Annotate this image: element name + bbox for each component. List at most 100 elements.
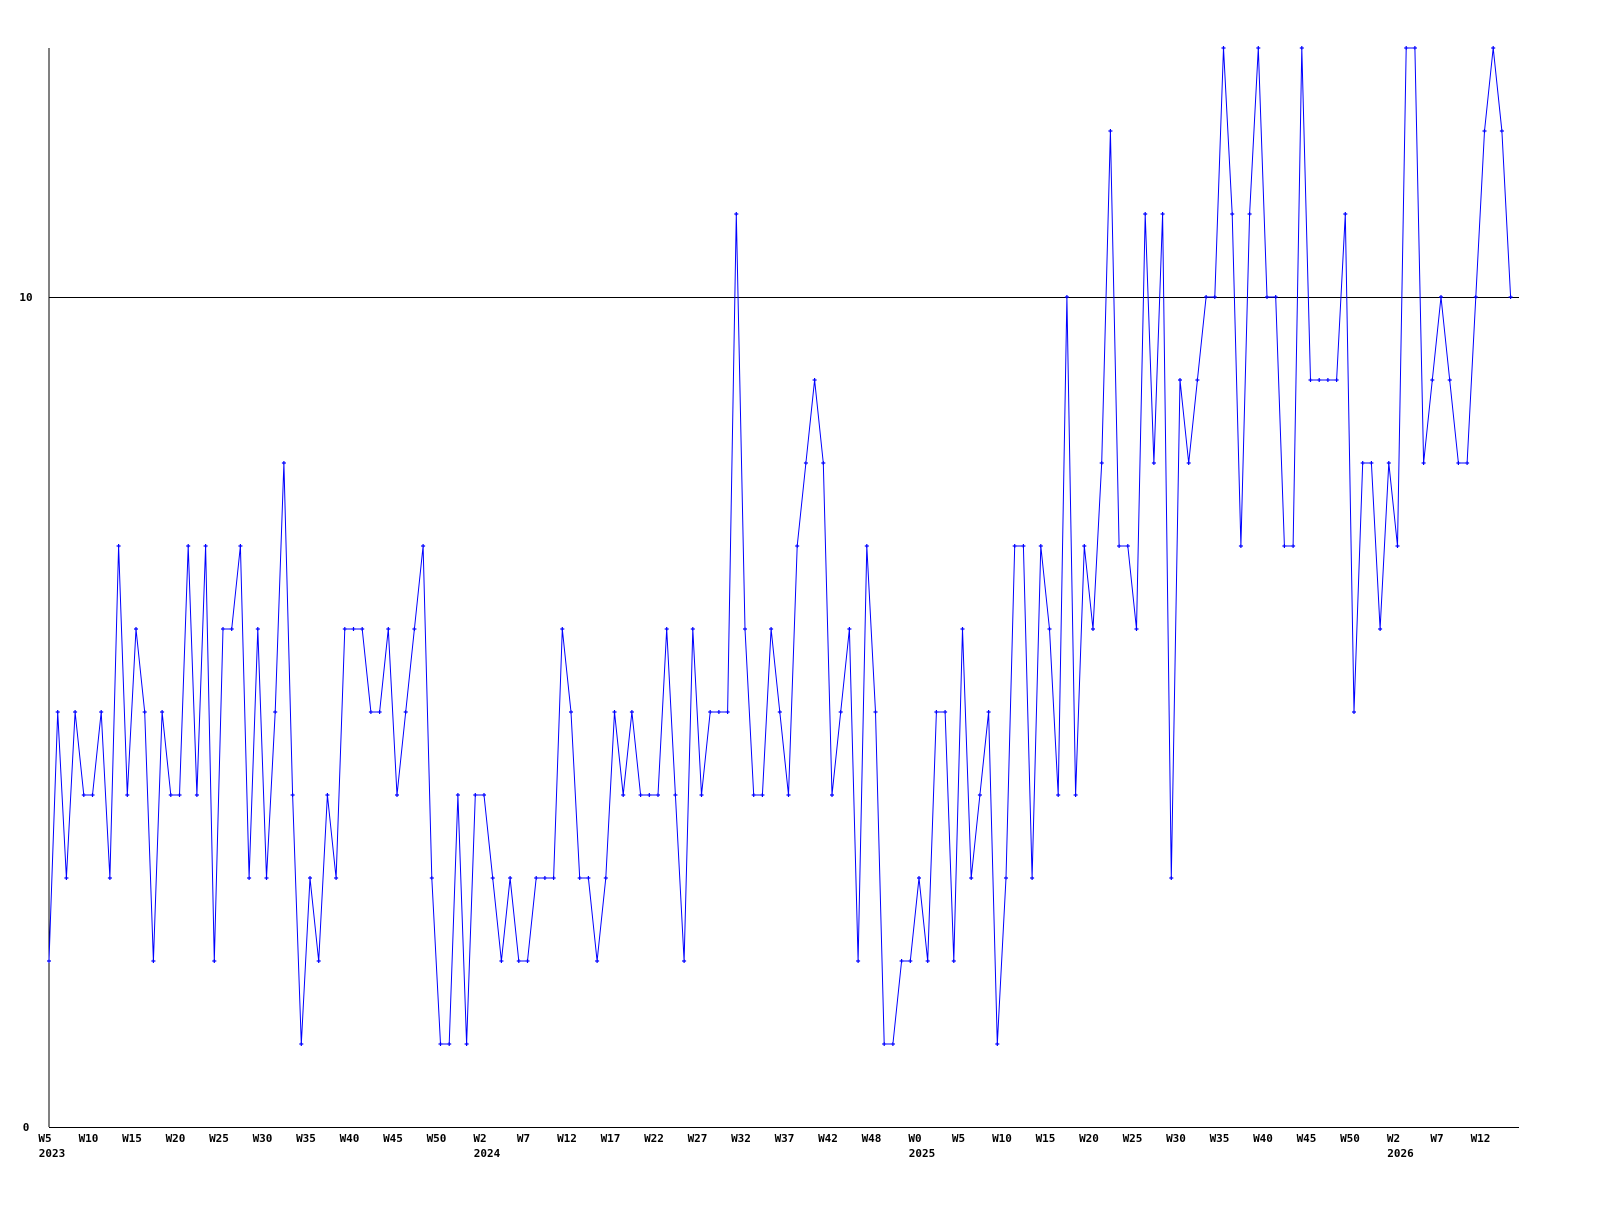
data-point (273, 710, 278, 714)
data-point (690, 627, 695, 631)
data-point (447, 1042, 452, 1046)
data-point (977, 793, 982, 797)
data-point (899, 959, 904, 963)
data-point (107, 876, 112, 880)
data-point (203, 544, 208, 548)
data-point (299, 1042, 304, 1046)
data-point (1073, 793, 1078, 797)
data-point (177, 793, 182, 797)
data-point (151, 959, 156, 963)
year-label: 2024 (474, 1147, 501, 1160)
x-tick-label: W40 (340, 1132, 360, 1145)
data-point (1386, 461, 1391, 465)
data-point (577, 876, 582, 880)
data-point (90, 793, 95, 797)
x-tick-label: W7 (517, 1132, 530, 1145)
data-point (438, 1042, 443, 1046)
data-point (995, 1042, 1000, 1046)
year-label: 2026 (1387, 1147, 1414, 1160)
data-point (455, 793, 460, 797)
x-tick-label: W17 (601, 1132, 621, 1145)
data-point (499, 959, 504, 963)
data-point (1204, 295, 1209, 299)
data-point (1291, 544, 1296, 548)
data-point (534, 876, 539, 880)
data-point (873, 710, 878, 714)
data-point (1282, 544, 1287, 548)
data-point (247, 876, 252, 880)
data-point (1412, 46, 1417, 50)
data-point (934, 710, 939, 714)
data-point (290, 793, 295, 797)
x-tick-label: W30 (253, 1132, 273, 1145)
x-tick-label: W2 (473, 1132, 486, 1145)
data-point (116, 544, 121, 548)
data-point (1447, 378, 1452, 382)
x-tick-label: W15 (1036, 1132, 1056, 1145)
data-point (403, 710, 408, 714)
data-point (1369, 461, 1374, 465)
data-point (1099, 461, 1104, 465)
data-point (1195, 378, 1200, 382)
data-point (612, 710, 617, 714)
data-point (890, 1042, 895, 1046)
data-point (743, 627, 747, 631)
data-point (1256, 46, 1261, 50)
data-point (473, 793, 478, 797)
data-point (1456, 461, 1461, 465)
data-point (125, 793, 130, 797)
data-point (1482, 129, 1487, 133)
x-tick-label: W37 (775, 1132, 795, 1145)
x-tick-label: W25 (209, 1132, 229, 1145)
data-point (1465, 461, 1470, 465)
data-point (1430, 378, 1435, 382)
data-point (595, 959, 600, 963)
data-point (699, 793, 704, 797)
data-point (64, 876, 69, 880)
data-point (1012, 544, 1017, 548)
data-point (421, 544, 426, 548)
data-point (229, 627, 234, 631)
x-tick-label: W35 (1210, 1132, 1230, 1145)
x-tick-label: W7 (1430, 1132, 1443, 1145)
x-tick-label: W2 (1387, 1132, 1400, 1145)
data-point (99, 710, 104, 714)
data-point (1143, 212, 1148, 216)
data-point (429, 876, 434, 880)
data-point (1230, 212, 1235, 216)
data-point (1238, 544, 1243, 548)
data-point (412, 627, 417, 631)
x-tick-label: W48 (862, 1132, 882, 1145)
data-point (482, 793, 486, 797)
data-point (1299, 46, 1304, 50)
x-tick-label: W50 (427, 1132, 447, 1145)
data-point (368, 710, 373, 714)
data-point (656, 793, 660, 797)
x-tick-label: W20 (1079, 1132, 1099, 1145)
year-label: 2025 (909, 1147, 936, 1160)
data-point (673, 793, 678, 797)
data-point (316, 959, 321, 963)
x-tick-label: W30 (1166, 1132, 1186, 1145)
data-point (351, 627, 356, 631)
data-point (212, 959, 217, 963)
data-point (1473, 295, 1478, 299)
data-point (1317, 378, 1322, 382)
data-point (803, 461, 808, 465)
data-point (1499, 129, 1504, 133)
x-tick-label: W10 (992, 1132, 1012, 1145)
x-tick-label: W5 (952, 1132, 965, 1145)
data-point (830, 793, 834, 797)
data-point (586, 876, 591, 880)
data-point (716, 710, 721, 714)
data-point (1178, 378, 1182, 382)
data-point (238, 544, 243, 548)
data-point (142, 710, 147, 714)
data-point (864, 544, 869, 548)
data-point (1125, 544, 1130, 548)
data-point (1395, 544, 1400, 548)
data-point (464, 1042, 469, 1046)
data-point (795, 544, 800, 548)
data-point (786, 793, 791, 797)
data-point (1491, 46, 1496, 50)
